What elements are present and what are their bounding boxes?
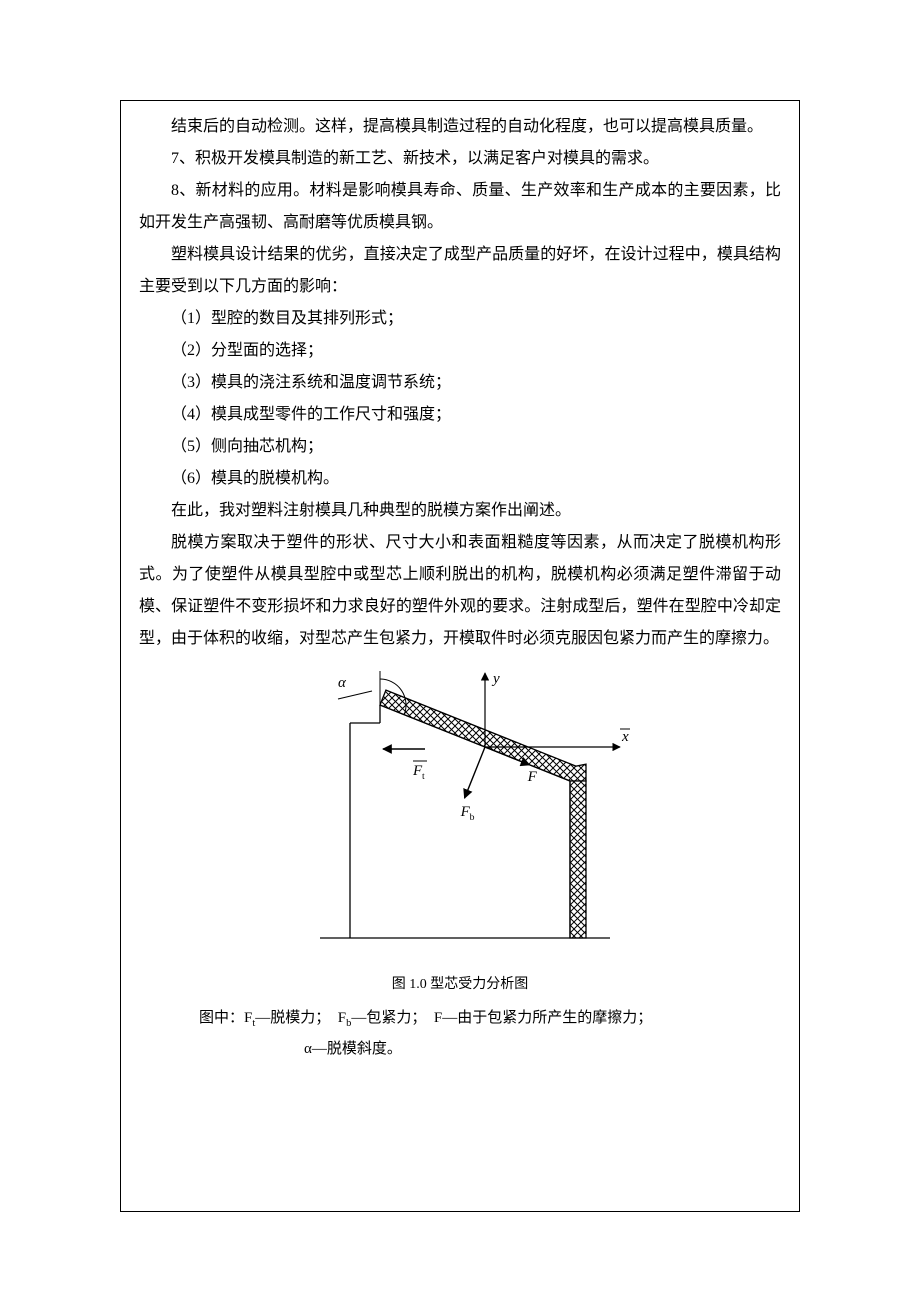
figure-legend: 图中：Ft—脱模力； Fb—包紧力； F—由于包紧力所产生的摩擦力； α—脱模斜… xyxy=(199,1003,781,1064)
svg-text:α: α xyxy=(338,675,347,691)
svg-text:F: F xyxy=(527,769,538,785)
legend-ft-desc: —脱模力； xyxy=(255,1010,338,1026)
list-item-5: （5）侧向抽芯机构； xyxy=(139,431,781,463)
force-analysis-diagram: αyxFtFFb xyxy=(280,663,640,953)
legend-fb-symbol: F xyxy=(338,1010,346,1026)
list-item-1: （1）型腔的数目及其排列形式； xyxy=(139,303,781,335)
paragraph-5: 在此，我对塑料注射模具几种典型的脱模方案作出阐述。 xyxy=(139,495,781,527)
legend-f: F—由于包紧力所产生的摩擦力； xyxy=(434,1010,652,1026)
paragraph-3: 8、新材料的应用。材料是影响模具寿命、质量、生产效率和生产成本的主要因素，比如开… xyxy=(139,175,781,239)
legend-prefix: 图中： xyxy=(199,1010,244,1026)
figure-container: αyxFtFFb 图 1.0 型芯受力分析图 图中：Ft—脱模力； Fb—包紧力… xyxy=(139,663,781,1064)
paragraph-6: 脱模方案取决于塑件的形状、尺寸大小和表面粗糙度等因素，从而决定了脱模机构形式。为… xyxy=(139,527,781,655)
list-item-4: （4）模具成型零件的工作尺寸和强度； xyxy=(139,399,781,431)
paragraph-2: 7、积极开发模具制造的新工艺、新技术，以满足客户对模具的需求。 xyxy=(139,143,781,175)
svg-text:x: x xyxy=(621,729,629,745)
list-item-2: （2）分型面的选择； xyxy=(139,335,781,367)
legend-alpha: α—脱模斜度。 xyxy=(304,1034,781,1064)
svg-text:b: b xyxy=(470,812,475,823)
figure-caption: 图 1.0 型芯受力分析图 xyxy=(139,971,781,999)
list-item-6: （6）模具的脱模机构。 xyxy=(139,463,781,495)
legend-fb-desc: —包紧力； xyxy=(351,1010,434,1026)
svg-text:y: y xyxy=(491,671,500,687)
document-body: 结束后的自动检测。这样，提高模具制造过程的自动化程度，也可以提高模具质量。 7、… xyxy=(139,111,781,1064)
svg-text:t: t xyxy=(422,771,425,782)
paragraph-4: 塑料模具设计结果的优劣，直接决定了成型产品质量的好坏，在设计过程中，模具结构主要… xyxy=(139,239,781,303)
paragraph-1: 结束后的自动检测。这样，提高模具制造过程的自动化程度，也可以提高模具质量。 xyxy=(139,111,781,143)
page-frame: 结束后的自动检测。这样，提高模具制造过程的自动化程度，也可以提高模具质量。 7、… xyxy=(120,100,800,1212)
list-item-3: （3）模具的浇注系统和温度调节系统； xyxy=(139,367,781,399)
